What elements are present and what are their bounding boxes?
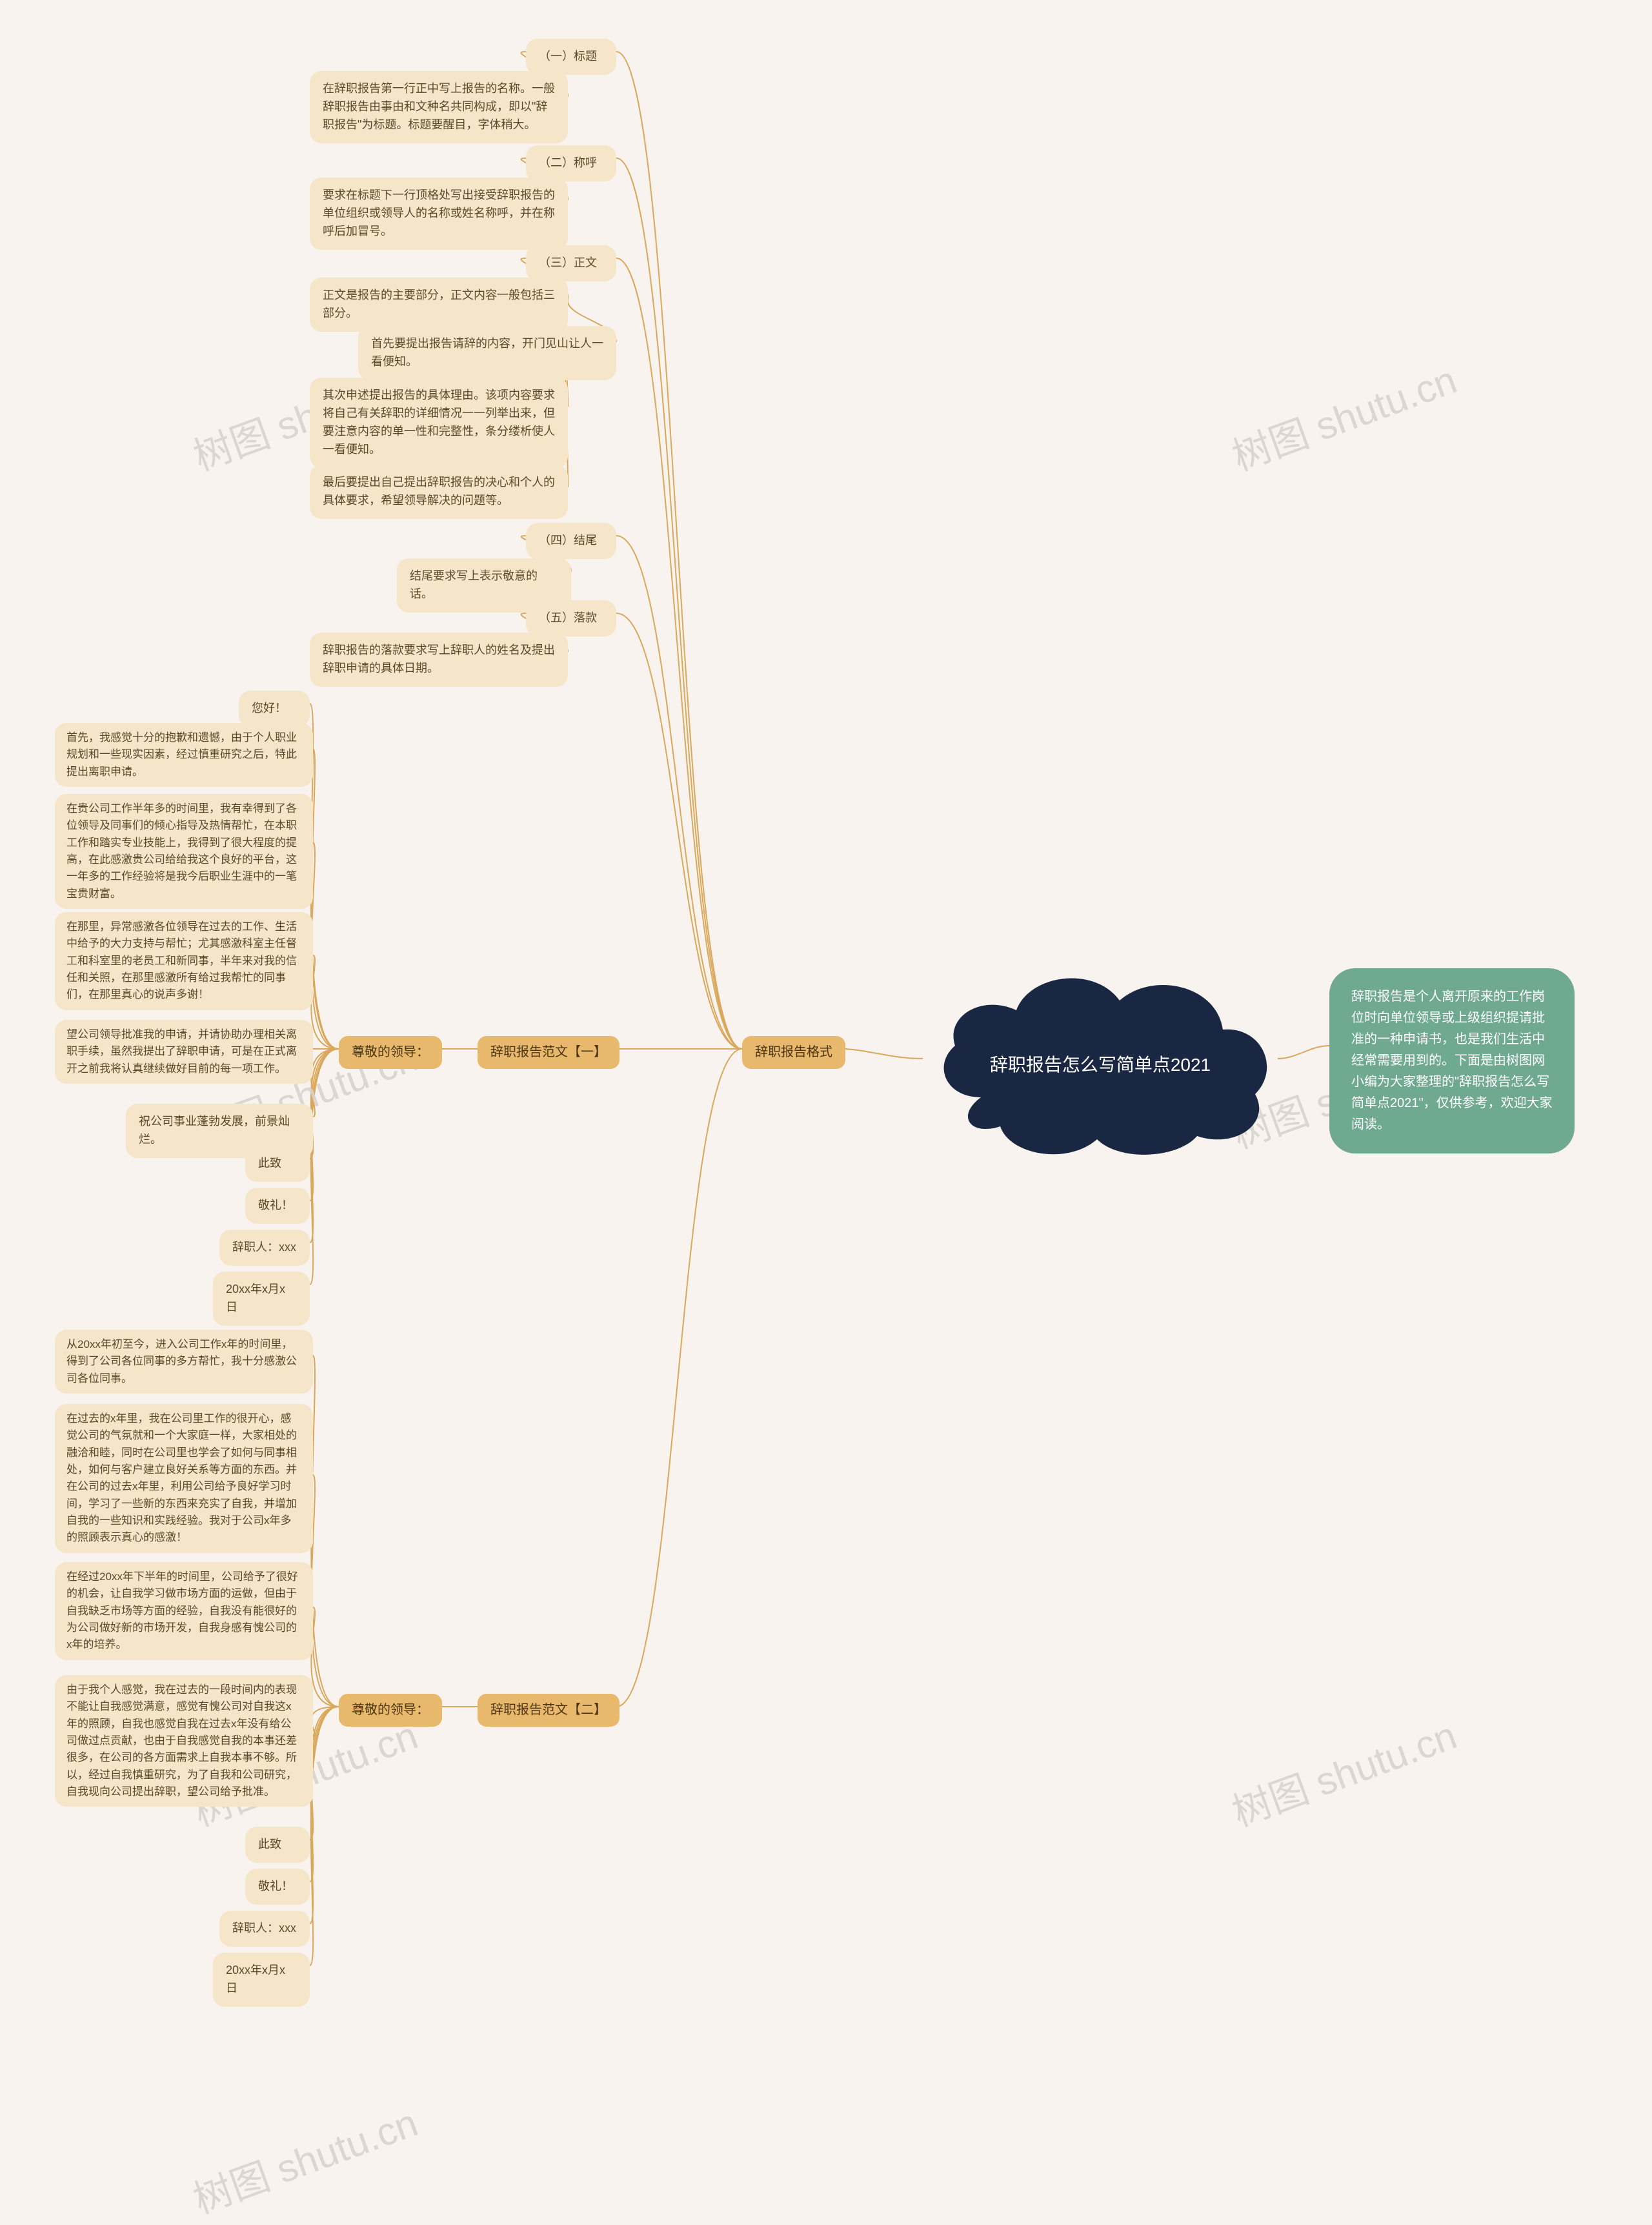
edge: [616, 1049, 742, 1707]
leaf-f3a: 首先要提出报告请辞的内容，开门见山让人一看便知。: [358, 326, 616, 380]
leaf-s1a: 您好！: [239, 691, 310, 727]
edge: [616, 536, 742, 1049]
leaf-f3c: 最后要提出自己提出辞职报告的决心和个人的具体要求，希望领导解决的问题等。: [310, 465, 568, 519]
leaf-s2h: 20xx年x月x日: [213, 1953, 310, 2007]
leaf-s2e: 此致: [245, 1827, 310, 1863]
leaf-s1d: 在那里，异常感激各位领导在过去的工作、生活中给予的大力支持与帮忙；尤其感激科室主…: [55, 912, 313, 1010]
key-node-sample2: 辞职报告范文【二】: [478, 1694, 620, 1727]
center-title: 辞职报告怎么写简单点2021: [920, 1052, 1281, 1077]
leaf-s1c: 在贵公司工作半年多的时间里，我有幸得到了各位领导及同事们的倾心指导及热情帮忙，在…: [55, 794, 313, 909]
edge: [311, 955, 339, 1049]
leaf-f4: （四）结尾: [526, 523, 616, 559]
watermark: 树图 shutu.cn: [1224, 349, 1463, 482]
watermark: 树图 shutu.cn: [185, 2091, 424, 2224]
key-node-format: 辞职报告格式: [742, 1036, 845, 1069]
edge: [311, 842, 339, 1049]
leaf-s1i: 辞职人：xxx: [219, 1230, 310, 1266]
edge: [311, 1475, 339, 1707]
leaf-s1b: 首先，我感觉十分的抱歉和遗憾，由于个人职业规划和一些现实因素，经过慎重研究之后，…: [55, 723, 313, 787]
edge: [616, 258, 742, 1049]
edge: [311, 1356, 339, 1707]
leaf-f2d: 要求在标题下一行顶格处写出接受辞职报告的单位组织或领导人的名称或姓名称呼，并在称…: [310, 178, 568, 250]
edge: [310, 704, 339, 1049]
leaf-s1h: 敬礼！: [245, 1188, 310, 1224]
leaf-f2: （二）称呼: [526, 145, 616, 181]
leaf-f1d: 在辞职报告第一行正中写上报告的名称。一般辞职报告由事由和文种名共同构成，即以"辞…: [310, 71, 568, 143]
leaf-s2c: 在经过20xx年下半年的时间里，公司给予了很好的机会，让自我学习做市场方面的运做…: [55, 1562, 313, 1660]
intro-node: 辞职报告是个人离开原来的工作岗位时向单位领导或上级组织提请批准的一种申请书，也是…: [1329, 968, 1575, 1153]
edge: [1278, 1046, 1329, 1059]
leaf-f3b: 其次申述提出报告的具体理由。该项内容要求将自己有关辞职的详细情况一一列举出来，但…: [310, 378, 568, 468]
leaf-f3d: 正文是报告的主要部分，正文内容一般包括三部分。: [310, 278, 568, 332]
leaf-s2b: 在过去的x年里，我在公司里工作的很开心，感觉公司的气氛就和一个大家庭一样，大家相…: [55, 1404, 313, 1553]
edge: [616, 158, 742, 1049]
edge: [842, 1049, 923, 1059]
key-node-leader2: 尊敬的领导：: [339, 1694, 442, 1727]
leaf-s2d: 由于我个人感觉，我在过去的一段时间内的表现不能让自我感觉满意，感觉有愧公司对自我…: [55, 1675, 313, 1807]
leaf-s1j: 20xx年x月x日: [213, 1272, 310, 1326]
leaf-f5: （五）落款: [526, 600, 616, 636]
leaf-s2g: 辞职人：xxx: [219, 1911, 310, 1947]
leaf-s1g: 此致: [245, 1146, 310, 1182]
center-node: 辞职报告怎么写简单点2021: [920, 949, 1281, 1168]
leaf-s1e: 望公司领导批准我的申请，并请协助办理相关离职手续，虽然我提出了辞职申请，可是在正…: [55, 1020, 313, 1084]
watermark: 树图 shutu.cn: [1224, 1704, 1463, 1837]
key-node-sample1: 辞职报告范文【一】: [478, 1036, 620, 1069]
edge: [616, 613, 742, 1049]
leaf-s2f: 敬礼！: [245, 1869, 310, 1905]
leaf-f3: （三）正文: [526, 245, 616, 281]
leaf-f5d: 辞职报告的落款要求写上辞职人的姓名及提出辞职申请的具体日期。: [310, 633, 568, 687]
edge: [311, 749, 339, 1049]
leaf-s2a: 从20xx年初至今，进入公司工作x年的时间里，得到了公司各位同事的多方帮忙，我十…: [55, 1330, 313, 1394]
key-node-leader1: 尊敬的领导：: [339, 1036, 442, 1069]
edge: [616, 52, 742, 1049]
leaf-f1: （一）标题: [526, 39, 616, 75]
edge: [311, 1607, 339, 1707]
